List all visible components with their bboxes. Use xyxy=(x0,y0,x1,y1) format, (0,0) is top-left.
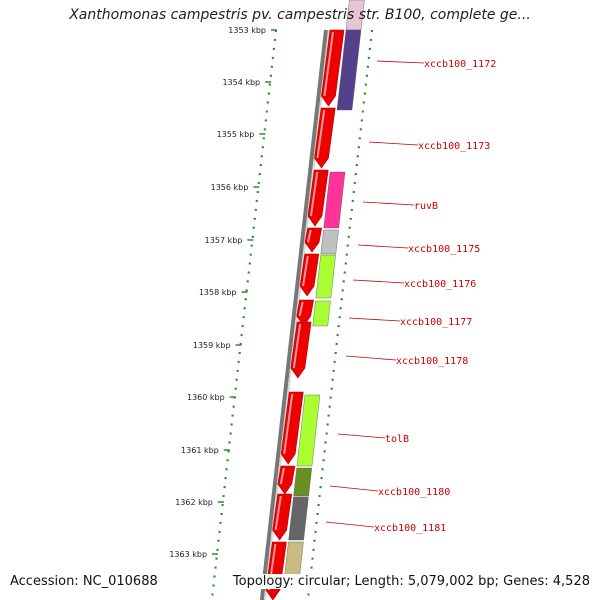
cog-feature-block xyxy=(323,171,346,229)
gene-label: xccb100_1180 xyxy=(378,487,450,498)
cog-feature-block xyxy=(288,496,309,541)
tick-label: 1362 kbp xyxy=(175,498,213,507)
label-leader-line xyxy=(325,521,375,528)
summary-text: Topology: circular; Length: 5,079,002 bp… xyxy=(230,574,592,589)
label-leader-line xyxy=(337,433,386,439)
cds-arrow xyxy=(277,465,296,495)
label-leader-line xyxy=(362,201,415,206)
inner-dotted-ring xyxy=(210,29,278,600)
gene-label: xccb100_1178 xyxy=(396,356,468,367)
cds-arrow-highlight xyxy=(316,109,326,159)
cog-feature-block xyxy=(312,300,331,327)
cds-arrow xyxy=(272,493,293,541)
cds-arrow-highlight xyxy=(323,31,334,97)
gene-label: xccb100_1175 xyxy=(408,244,480,255)
gene-labels: xccb100_1172 xccb100_1173 ruvB xccb100_1175… xyxy=(325,59,496,534)
tick-label: 1361 kbp xyxy=(181,446,219,455)
label-leader-line xyxy=(376,60,425,64)
cds-track xyxy=(265,29,345,600)
label-leader-line xyxy=(357,244,409,249)
gene-label: ruvB xyxy=(414,201,438,212)
cds-arrow-highlight xyxy=(298,301,304,317)
map-title: Xanthomonas campestris pv. campestris st… xyxy=(69,7,531,23)
tick-label: 1359 kbp xyxy=(193,341,231,350)
cds-arrow-highlight xyxy=(274,495,282,531)
gene-label: xccb100_1181 xyxy=(374,523,446,534)
axis-ticks: 1353 kbp 1354 kbp 1355 kbp 1356 kbp 1357 kbp… xyxy=(169,26,277,559)
cds-arrow xyxy=(307,169,329,227)
gene-label: xccb100_1172 xyxy=(424,59,496,70)
cds-arrow-highlight xyxy=(307,229,312,243)
cds-arrow xyxy=(280,391,304,465)
cog-feature-block xyxy=(320,229,339,255)
tick-label: 1358 kbp xyxy=(199,288,237,297)
cog-feature-block xyxy=(315,254,336,299)
label-leader-line xyxy=(348,317,401,322)
cds-arrow xyxy=(290,321,312,379)
tick-label: 1353 kbp xyxy=(228,26,266,35)
label-leader-line xyxy=(368,141,419,146)
cog-feature-block xyxy=(293,467,312,497)
cog-feature-block xyxy=(336,29,362,111)
cog-feature-block xyxy=(296,394,321,467)
tick-label: 1363 kbp xyxy=(169,550,207,559)
cds-arrow xyxy=(314,107,336,169)
tick-label: 1360 kbp xyxy=(187,393,225,402)
gene-label: xccb100_1176 xyxy=(404,279,476,290)
accession-text: Accession: NC_010688 xyxy=(8,574,160,589)
tick-label: 1354 kbp xyxy=(222,78,260,87)
cds-arrow-highlight xyxy=(302,255,309,287)
label-leader-line xyxy=(345,355,397,361)
cog-track xyxy=(283,0,365,581)
tick-label: 1356 kbp xyxy=(211,183,249,192)
cds-arrow-highlight xyxy=(309,171,319,217)
cds-arrow xyxy=(321,29,345,107)
cds-arrow-highlight xyxy=(283,393,294,455)
outer-dotted-ring xyxy=(306,29,374,600)
cds-arrow-highlight xyxy=(292,323,302,369)
gene-label: tolB xyxy=(385,434,409,445)
label-leader-line xyxy=(329,485,379,492)
gene-label: xccb100_1173 xyxy=(418,141,490,152)
cds-arrow xyxy=(299,253,320,297)
label-leader-line xyxy=(352,279,405,284)
tick-label: 1357 kbp xyxy=(205,236,243,245)
cds-arrow-highlight xyxy=(279,467,285,485)
gene-label: xccb100_1177 xyxy=(400,317,472,328)
tick-label: 1355 kbp xyxy=(217,130,255,139)
